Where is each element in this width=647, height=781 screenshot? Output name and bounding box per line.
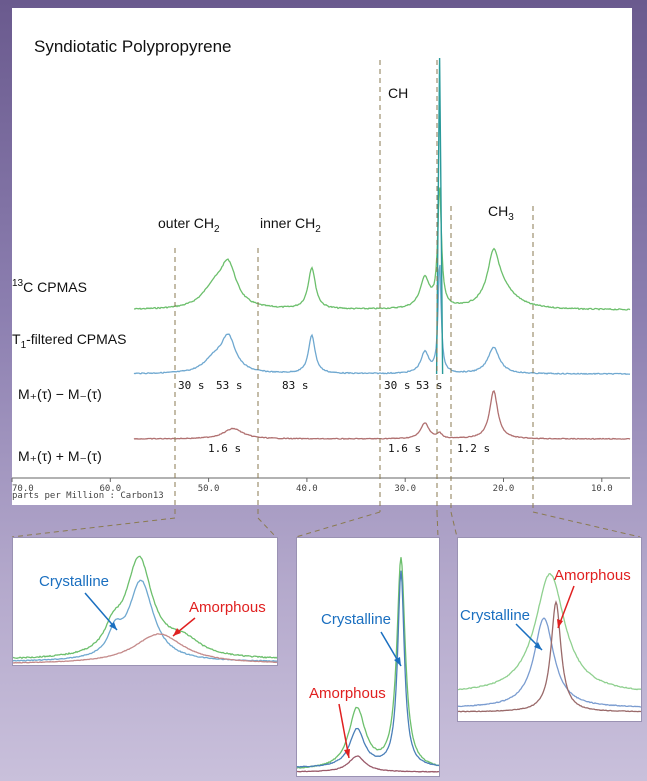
x-tick-label-1: 60.0	[99, 484, 121, 494]
t1-value-ch-crys: 30 s	[384, 379, 411, 392]
t1rho-value-outer: 1.6 s	[208, 442, 241, 455]
trace-ch-overlap	[435, 57, 444, 375]
inset1-crystalline-label: Crystalline	[39, 573, 109, 590]
zoom-connector-6	[532, 511, 641, 538]
trace-13c-cpmas	[133, 187, 631, 311]
x-tick-label-3: 40.0	[296, 484, 318, 494]
inset2-amorphous-label: Amorphous	[309, 685, 386, 702]
chart-title: Syndiotatic Polypropyrene	[34, 37, 232, 56]
x-tick-label-2: 50.0	[198, 484, 220, 494]
label-outer-ch2: outer CH2	[158, 215, 220, 235]
x-tick-label-5: 20.0	[493, 484, 515, 494]
series-label-t1: T1-filtered CPMAS	[12, 331, 126, 351]
inset2-trace-red	[296, 755, 440, 773]
inset1-trace-blue	[13, 579, 278, 663]
trace-m-plus-sum	[133, 389, 631, 440]
inset1-amorphous-arrowhead	[173, 628, 181, 636]
zoom-connector-4	[436, 511, 439, 538]
inset-ch-plot: Crystalline Amorphous	[296, 557, 440, 773]
main-spectrum-plot: Syndiotatic Polypropyrene outer CH2 inne…	[11, 37, 631, 501]
t1-value-ch-amor: 53 s	[416, 379, 443, 392]
inset1-trace-green	[12, 555, 278, 660]
inset-ch3-plot: Amorphous Crystalline	[457, 567, 642, 713]
inset-outer-ch2: Crystalline Amorphous	[12, 537, 278, 666]
series-label-sum: M₊(τ) + M₋(τ)	[18, 448, 102, 464]
zoom-connector-2	[257, 517, 277, 538]
inset2-crystalline-label: Crystalline	[321, 611, 391, 628]
inset-ch3: Amorphous Crystalline	[457, 537, 642, 722]
inset2-trace-green	[296, 557, 440, 769]
t1-value-inner: 83 s	[282, 379, 309, 392]
zoom-connector-3	[295, 511, 381, 538]
x-axis-ticks: 70.0 60.0 50.0 40.0 30.0 20.0 10.0	[11, 478, 613, 494]
x-axis-label: parts per Million : Carbon13	[12, 491, 164, 501]
inset3-trace-red	[457, 600, 642, 713]
label-ch: CH	[388, 85, 408, 101]
main-spectrum-panel: Syndiotatic Polypropyrene outer CH2 inne…	[11, 8, 632, 505]
inset-ch: Crystalline Amorphous	[296, 537, 440, 777]
x-tick-label-4: 30.0	[394, 484, 416, 494]
trace-t1-filtered	[133, 264, 631, 376]
zoom-connector-5	[450, 511, 458, 538]
inset2-amorphous-arrowhead	[344, 749, 350, 758]
t1-value-outer-crys: 30 s	[178, 379, 205, 392]
label-ch3: CH3	[488, 203, 514, 223]
inset1-crystalline-arrow	[84, 592, 118, 631]
inset1-amorphous-label: Amorphous	[189, 599, 266, 616]
inset3-amorphous-label: Amorphous	[554, 567, 631, 584]
inset1-crystalline-arrowhead	[109, 622, 117, 630]
inset2-trace-blue	[296, 570, 439, 768]
inset2-crystalline-arrowhead	[394, 657, 401, 666]
t1rho-value-ch3: 1.2 s	[457, 442, 490, 455]
zoom-connector-1	[11, 517, 176, 538]
inset2-amorphous-arrow	[338, 703, 350, 759]
series-label-cpmas: 13C CPMAS	[12, 278, 87, 295]
inset-outer-ch2-plot: Crystalline Amorphous	[12, 555, 278, 664]
inset3-crystalline-label: Crystalline	[460, 607, 530, 624]
t1-value-outer-amor: 53 s	[216, 379, 243, 392]
inset3-crystalline-arrowhead	[534, 642, 542, 650]
inset1-trace-red	[12, 633, 278, 664]
label-inner-ch2: inner CH2	[260, 215, 321, 235]
inset3-amorphous-arrowhead	[557, 619, 563, 628]
t1rho-value-ch: 1.6 s	[388, 442, 421, 455]
x-tick-label-0: 70.0	[12, 484, 34, 494]
x-tick-label-6: 10.0	[591, 484, 613, 494]
series-label-diff: M₊(τ) − M₋(τ)	[18, 386, 102, 402]
inset3-trace-green	[457, 572, 642, 691]
inset3-trace-blue	[457, 617, 642, 708]
